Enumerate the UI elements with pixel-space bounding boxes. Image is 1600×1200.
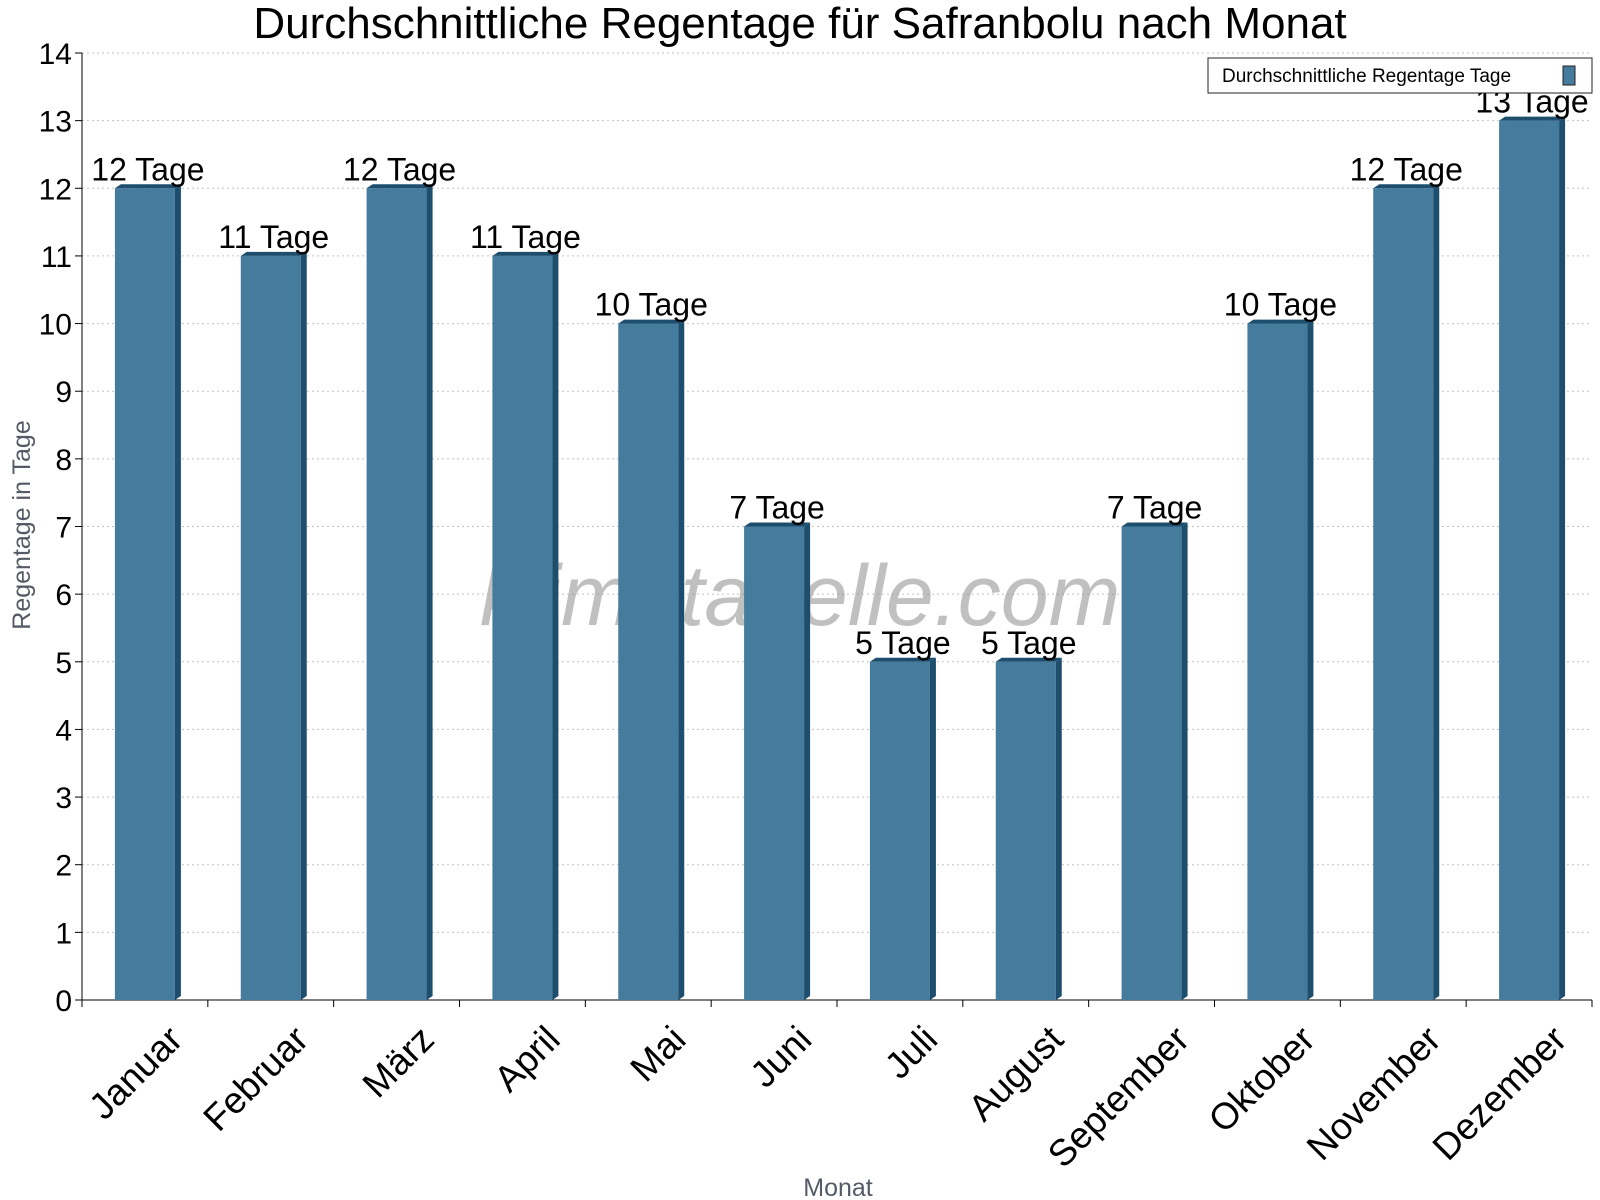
y-tick-label: 3 (55, 782, 72, 815)
legend-box (1207, 57, 1593, 94)
bar-top (1247, 319, 1314, 324)
y-tick-label: 11 (41, 241, 72, 274)
y-tick-label: 13 (39, 106, 72, 139)
bar-top (744, 522, 811, 527)
bar-side (300, 251, 307, 1000)
bar (240, 255, 301, 1000)
x-tick-labels: Januar Februar März April Mai Juni Juli AugustS… (81, 1018, 1574, 1175)
x-tick-label: April (486, 1018, 567, 1099)
bar-top (1121, 522, 1188, 527)
x-tick-label: Februar (195, 1018, 316, 1139)
data-label: 7 Tage (729, 490, 825, 526)
y-tick-label: 1 (55, 917, 72, 950)
y-tick-label: 4 (55, 714, 72, 747)
data-label: 11 Tage (470, 219, 581, 255)
bar-top (366, 184, 433, 189)
bar-top (240, 251, 307, 256)
y-tick-label: 0 (55, 985, 72, 1018)
bar (618, 323, 679, 1001)
y-tick-label: 14 (39, 38, 72, 71)
bar (492, 255, 553, 1000)
y-tick-label: 10 (39, 309, 72, 342)
bar-side (1433, 184, 1440, 1001)
bar-top (869, 657, 936, 662)
y-tick-label: 9 (55, 376, 72, 409)
bar-side (552, 251, 559, 1000)
bar (1499, 120, 1560, 1000)
data-label: 7 Tage (1107, 490, 1203, 526)
x-tick-label: November (1299, 1018, 1449, 1168)
bar (995, 661, 1056, 1000)
bar-top (995, 657, 1062, 662)
chart-title: Durchschnittliche Regentage für Safranbo… (253, 0, 1346, 48)
bar-side (1307, 319, 1314, 1001)
bar (366, 188, 427, 1001)
bar-side (929, 657, 936, 1000)
data-label: 5 Tage (855, 625, 951, 661)
y-tick-label: 12 (39, 173, 72, 206)
bar (1247, 323, 1308, 1001)
bars (114, 116, 1566, 1001)
data-label: 12 Tage (343, 151, 456, 187)
bar (1373, 188, 1434, 1001)
x-axis-title: Monat (803, 1174, 873, 1200)
x-tick-label: Januar (81, 1018, 190, 1127)
bar (114, 188, 175, 1001)
gridlines (82, 52, 1592, 933)
bar-side (426, 184, 433, 1001)
x-tick-label: Mai (622, 1018, 693, 1089)
data-label: 12 Tage (1350, 151, 1463, 187)
y-tick-label: 6 (55, 579, 72, 612)
x-tick-label: Juni (742, 1018, 819, 1095)
data-label: 12 Tage (91, 151, 204, 187)
bar-side (1181, 522, 1188, 1000)
axes (75, 52, 1593, 1007)
bar-top (492, 251, 559, 256)
data-label: 10 Tage (595, 287, 708, 323)
bar-top (1499, 116, 1566, 121)
x-tick-label: Oktober (1201, 1018, 1323, 1140)
bar (1121, 526, 1182, 1000)
bar (744, 526, 805, 1000)
data-label: 10 Tage (1224, 287, 1337, 323)
x-tick-label: August (961, 1018, 1072, 1129)
bar-side (678, 319, 685, 1001)
bar-side (1559, 116, 1566, 1000)
bar-top (114, 184, 181, 189)
y-tick-label: 5 (55, 647, 72, 680)
bar (869, 661, 930, 1000)
legend-label: Durchschnittliche Regentage Tage (1222, 66, 1511, 87)
y-tick-label: 2 (55, 850, 72, 883)
bar-side (174, 184, 181, 1001)
y-tick-label: 8 (55, 444, 72, 477)
bar-top (1373, 184, 1440, 189)
bar-side (804, 522, 811, 1000)
y-axis-title: Regentage in Tage (8, 420, 36, 629)
x-tick-label: Dezember (1425, 1018, 1575, 1168)
data-labels: 12 Tage 11 Tage 12 Tage 11 Tage 10 Tage 7 Tag… (91, 84, 1588, 661)
bar-side (1055, 657, 1062, 1000)
x-tick-label: März (355, 1018, 442, 1105)
data-label: 5 Tage (981, 625, 1077, 661)
legend-swatch (1562, 65, 1576, 86)
bar-top (618, 319, 685, 324)
legend: Durchschnittliche Regentage Tage (1207, 57, 1593, 94)
data-label: 11 Tage (218, 219, 329, 255)
x-tick-label: Juli (877, 1018, 945, 1086)
y-tick-label: 7 (55, 512, 72, 545)
